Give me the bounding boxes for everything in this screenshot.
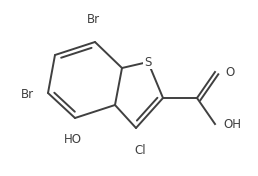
- Text: Br: Br: [86, 13, 100, 26]
- Text: S: S: [144, 55, 152, 68]
- Text: HO: HO: [64, 133, 82, 146]
- Text: OH: OH: [223, 118, 241, 130]
- Text: Cl: Cl: [134, 144, 146, 157]
- Text: Br: Br: [21, 89, 34, 102]
- Text: O: O: [225, 65, 234, 78]
